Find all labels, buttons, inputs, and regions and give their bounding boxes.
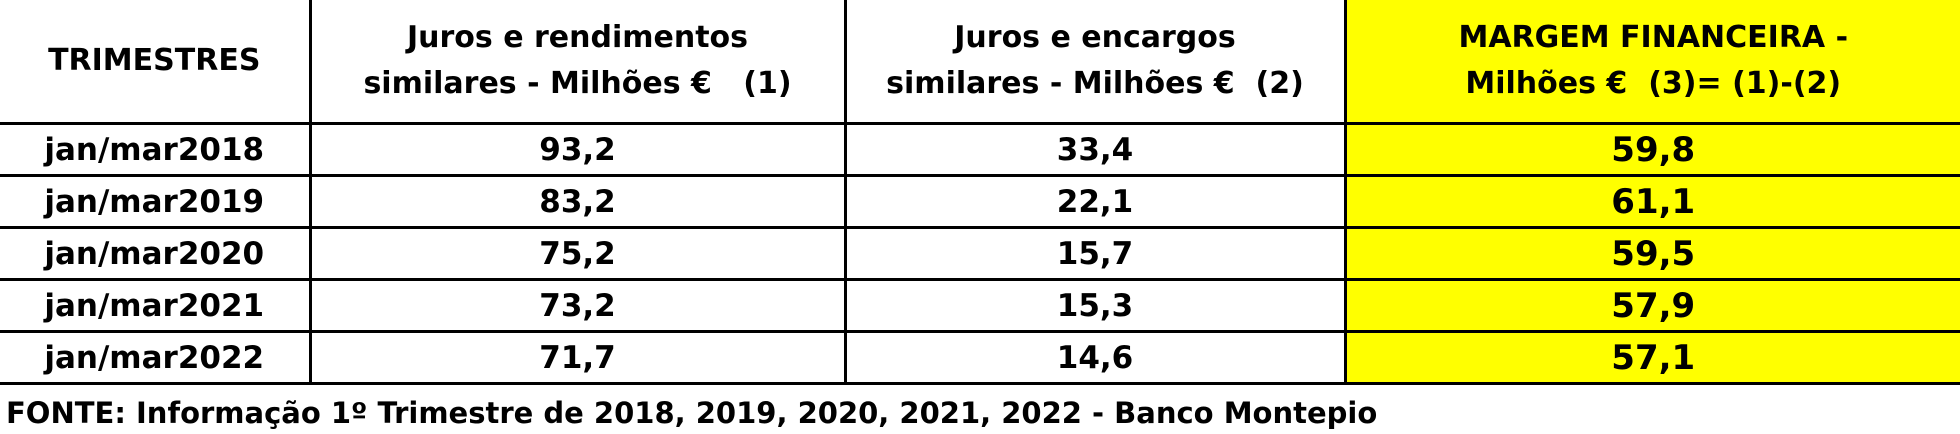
header-juros-encargos-line-1: Juros e encargos (954, 20, 1236, 55)
cell-juros-encargos: 14,6 (843, 330, 1347, 385)
header-margem-financeira: MARGEM FINANCEIRA - Milhões € (3)= (1)-(… (1343, 0, 1960, 125)
cell-juros-rendimentos: 73,2 (308, 278, 847, 333)
cell-juros-encargos: 15,3 (843, 278, 1347, 333)
header-trimestres-line-1: TRIMESTRES (48, 43, 261, 78)
cell-juros-encargos: 33,4 (843, 122, 1347, 177)
cell-margem-financeira: 59,5 (1343, 226, 1960, 281)
table-body: jan/mar2018 93,2 33,4 59,8 jan/mar2019 83,2 22… (0, 122, 1960, 385)
cell-juros-rendimentos: 71,7 (308, 330, 847, 385)
header-trimestres: TRIMESTRES (0, 0, 312, 125)
cell-juros-rendimentos: 75,2 (308, 226, 847, 281)
cell-margem-financeira: 57,1 (1343, 330, 1960, 385)
cell-trimestre: jan/mar2019 (0, 174, 312, 229)
table-row: jan/mar2021 73,2 15,3 57,9 (0, 278, 1960, 333)
cell-juros-encargos: 15,7 (843, 226, 1347, 281)
cell-juros-encargos: 22,1 (843, 174, 1347, 229)
cell-trimestre: jan/mar2020 (0, 226, 312, 281)
header-juros-encargos-line-2: similares - Milhões € (2) (886, 66, 1304, 101)
cell-trimestre: jan/mar2018 (0, 122, 312, 177)
header-juros-rendimentos-line-1: Juros e rendimentos (406, 20, 749, 55)
header-juros-rendimentos: Juros e rendimentos similares - Milhões … (308, 0, 847, 125)
cell-juros-rendimentos: 93,2 (308, 122, 847, 177)
financial-margin-table-container: TRIMESTRES Juros e rendimentos similares… (0, 0, 1960, 385)
source-note: FONTE: Informação 1º Trimestre de 2018, … (6, 396, 1378, 430)
table-row: jan/mar2022 71,7 14,6 57,1 (0, 330, 1960, 385)
header-juros-encargos: Juros e encargos similares - Milhões € (… (843, 0, 1347, 125)
table-row: jan/mar2018 93,2 33,4 59,8 (0, 122, 1960, 177)
cell-juros-rendimentos: 83,2 (308, 174, 847, 229)
header-juros-rendimentos-line-2: similares - Milhões € (1) (363, 66, 792, 101)
header-margem-financeira-line-2: Milhões € (3)= (1)-(2) (1465, 66, 1842, 101)
table-row: jan/mar2019 83,2 22,1 61,1 (0, 174, 1960, 229)
cell-trimestre: jan/mar2021 (0, 278, 312, 333)
table-row: jan/mar2020 75,2 15,7 59,5 (0, 226, 1960, 281)
header-margem-financeira-line-1: MARGEM FINANCEIRA - (1458, 20, 1849, 55)
cell-margem-financeira: 59,8 (1343, 122, 1960, 177)
table-header-row: TRIMESTRES Juros e rendimentos similares… (0, 0, 1960, 125)
cell-trimestre: jan/mar2022 (0, 330, 312, 385)
cell-margem-financeira: 57,9 (1343, 278, 1960, 333)
financial-margin-table: TRIMESTRES Juros e rendimentos similares… (0, 0, 1960, 385)
cell-margem-financeira: 61,1 (1343, 174, 1960, 229)
